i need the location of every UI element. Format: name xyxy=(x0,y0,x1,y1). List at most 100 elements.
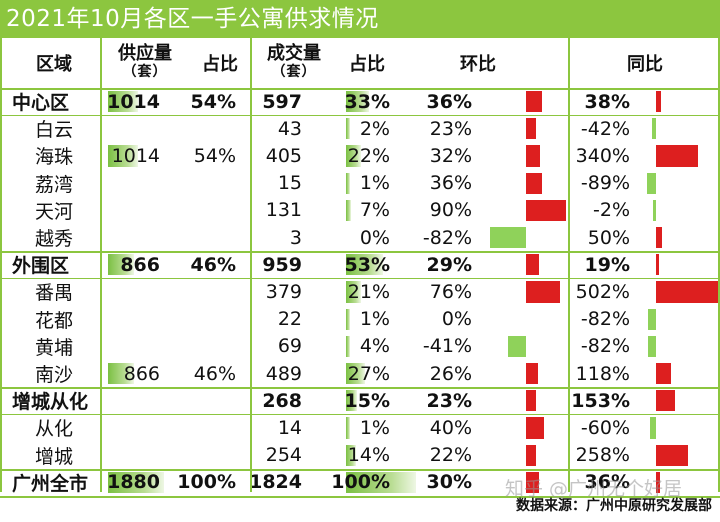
header-mom: 环比 xyxy=(460,54,496,75)
row-mom-value: 30% xyxy=(426,471,472,494)
table-title: 2021年10月各区一手公寓供求情况 xyxy=(0,0,720,38)
row-supply-value xyxy=(100,224,190,251)
row-region-name: 增城 xyxy=(34,445,73,468)
row-supply-value xyxy=(100,197,190,224)
row-supply-value: 1880 xyxy=(107,471,160,494)
supply-data-bar xyxy=(108,145,139,167)
header-deal-unit: （套） xyxy=(271,64,317,80)
yoy-bar xyxy=(656,254,659,276)
yoy-bar xyxy=(656,91,661,113)
yoy-bar xyxy=(656,145,698,167)
mom-bar xyxy=(526,281,560,303)
row-supply-share xyxy=(190,278,250,305)
row-mom-value: -82% xyxy=(422,226,472,249)
mom-bar xyxy=(526,390,537,412)
row-deal-share: 1% xyxy=(359,172,390,195)
deal-share-data-bar xyxy=(346,335,350,357)
row-deal-share: 15% xyxy=(344,389,390,412)
row-region-name: 黄埔 xyxy=(34,336,73,359)
yoy-bar xyxy=(656,444,688,466)
row-divider xyxy=(0,278,720,280)
column-divider xyxy=(568,38,570,492)
row-yoy-value: 19% xyxy=(584,253,630,276)
row-supply-share xyxy=(190,414,250,441)
row-deal-share: 1% xyxy=(359,308,390,331)
row-region-name: 番禺 xyxy=(34,282,73,305)
yoy-bar xyxy=(653,199,656,221)
deal-share-data-bar xyxy=(346,172,350,194)
row-deal-value: 3 xyxy=(289,226,302,249)
row-supply-share xyxy=(190,306,250,333)
row-yoy-value: 502% xyxy=(575,280,630,303)
yoy-bar xyxy=(647,172,656,194)
row-deal-value: 1824 xyxy=(249,471,302,494)
row-deal-value: 489 xyxy=(265,362,302,385)
row-supply-share: 100% xyxy=(177,471,236,494)
row-divider xyxy=(0,88,720,90)
mom-bar xyxy=(489,227,526,249)
row-deal-value: 22 xyxy=(277,308,302,331)
column-divider xyxy=(100,38,102,492)
row-divider xyxy=(0,496,720,498)
row-region-name: 越秀 xyxy=(34,228,73,251)
row-mom-value: 40% xyxy=(429,416,472,439)
row-supply-value xyxy=(100,170,190,197)
header-deal-share: 占比 xyxy=(349,54,385,75)
row-mom-value: 23% xyxy=(426,389,472,412)
row-region-name: 从化 xyxy=(34,418,73,441)
row-supply-share xyxy=(190,442,250,469)
row-deal-share: 27% xyxy=(347,362,390,385)
row-region-name: 增城从化 xyxy=(12,391,89,414)
row-deal-value: 254 xyxy=(265,444,302,467)
row-deal-share: 4% xyxy=(359,335,390,358)
deal-share-data-bar xyxy=(346,199,351,221)
row-region-name: 中心区 xyxy=(12,92,70,115)
row-region-name: 花都 xyxy=(34,309,73,332)
header-yoy: 同比 xyxy=(627,54,663,75)
row-region-name: 南沙 xyxy=(34,364,73,387)
deal-share-data-bar xyxy=(346,308,350,330)
row-mom-value: 36% xyxy=(429,172,472,195)
row-region-name: 白云 xyxy=(34,119,73,142)
row-yoy-value: -2% xyxy=(593,199,630,222)
mom-bar xyxy=(526,172,542,194)
row-supply-value: 866 xyxy=(123,362,160,385)
row-supply-value xyxy=(100,442,190,469)
row-yoy-value: 36% xyxy=(584,471,630,494)
row-mom-value: 29% xyxy=(426,253,472,276)
supply-data-bar xyxy=(108,91,139,113)
row-divider xyxy=(0,251,720,254)
row-deal-value: 597 xyxy=(262,90,302,113)
row-supply-share xyxy=(190,115,250,142)
row-deal-value: 379 xyxy=(265,280,302,303)
row-mom-value: 0% xyxy=(441,308,472,331)
row-supply-value: 1014 xyxy=(111,144,160,167)
mom-bar xyxy=(526,444,536,466)
mom-bar xyxy=(526,91,542,113)
header-supply-main: 供应量 xyxy=(118,43,172,64)
row-supply-value: 1014 xyxy=(107,90,160,113)
header-supply: 供应量 （套） xyxy=(100,38,190,88)
mom-bar xyxy=(526,145,541,167)
mom-bar xyxy=(526,254,539,276)
column-divider xyxy=(0,38,2,492)
yoy-bar xyxy=(656,227,663,249)
row-yoy-value: -82% xyxy=(580,335,630,358)
row-deal-value: 405 xyxy=(265,144,302,167)
mom-bar xyxy=(526,363,538,385)
row-supply-share: 54% xyxy=(190,90,236,113)
row-deal-share: 100% xyxy=(331,471,390,494)
row-yoy-value: 118% xyxy=(575,362,630,385)
row-mom-value: 76% xyxy=(429,280,472,303)
row-mom-value: 36% xyxy=(426,90,472,113)
yoy-bar xyxy=(656,471,661,493)
row-divider xyxy=(0,468,720,471)
row-deal-share: 2% xyxy=(359,117,390,140)
row-supply-value xyxy=(100,306,190,333)
row-deal-share: 14% xyxy=(347,444,390,467)
row-supply-value xyxy=(100,278,190,305)
row-yoy-value: -82% xyxy=(580,308,630,331)
yoy-bar xyxy=(647,335,656,357)
deal-share-data-bar xyxy=(346,471,416,493)
yoy-bar xyxy=(647,308,656,330)
